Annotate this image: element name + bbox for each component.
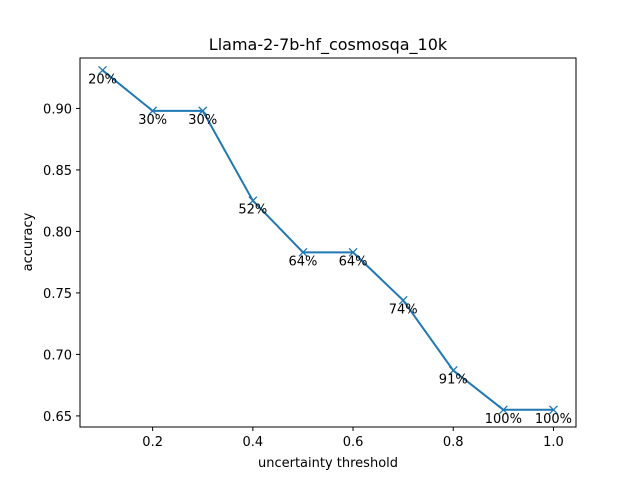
plot-frame [79,57,577,428]
data-point-marker [348,247,358,257]
data-label: 100% [535,412,572,427]
data-label: 74% [389,302,418,317]
data-label: 52% [238,203,267,218]
data-label-layer: 20% 30% 30% 52% 64% 64% 74% 91% 100% 100% [88,72,572,426]
data-point-marker [198,106,208,116]
data-point-marker [298,247,308,257]
data-point-marker [98,65,108,75]
data-label: 91% [439,372,468,387]
x-tick-label: 1.0 [543,435,564,450]
y-tick-label: 0.75 [43,287,72,302]
y-tick-label: 0.90 [43,102,72,117]
data-label: 100% [485,412,522,427]
x-axis-label: uncertainty threshold [258,456,398,471]
series-line [101,69,554,411]
x-tick-label: 0.4 [243,435,264,450]
data-point-marker [498,405,508,415]
y-axis: 0.65 0.70 0.75 0.80 0.85 0.90 [43,102,80,425]
x-tick-label: 0.2 [142,435,163,450]
data-point-marker [148,106,158,116]
data-label: 20% [88,72,117,87]
data-point-marker [248,196,258,206]
data-point-marker [448,365,458,375]
x-tick-label: 0.6 [343,435,364,450]
data-point-marker [398,295,408,305]
y-tick-label: 0.70 [43,348,72,363]
chart-title: Llama-2-7b-hf_cosmosqa_10k [209,35,448,55]
y-tick-label: 0.65 [43,410,72,425]
x-axis: 0.2 0.4 0.6 0.8 1.0 [142,427,564,450]
series-layer [101,69,554,411]
marker-layer [98,65,558,415]
y-axis-label: accuracy [21,212,36,271]
x-tick-label: 0.8 [443,435,464,450]
data-point-marker [548,405,558,415]
data-label: 30% [138,113,167,128]
y-tick-label: 0.80 [43,225,72,240]
y-tick-label: 0.85 [43,164,72,179]
data-label: 30% [188,113,217,128]
data-label: 64% [288,254,317,269]
data-label: 64% [339,254,368,269]
